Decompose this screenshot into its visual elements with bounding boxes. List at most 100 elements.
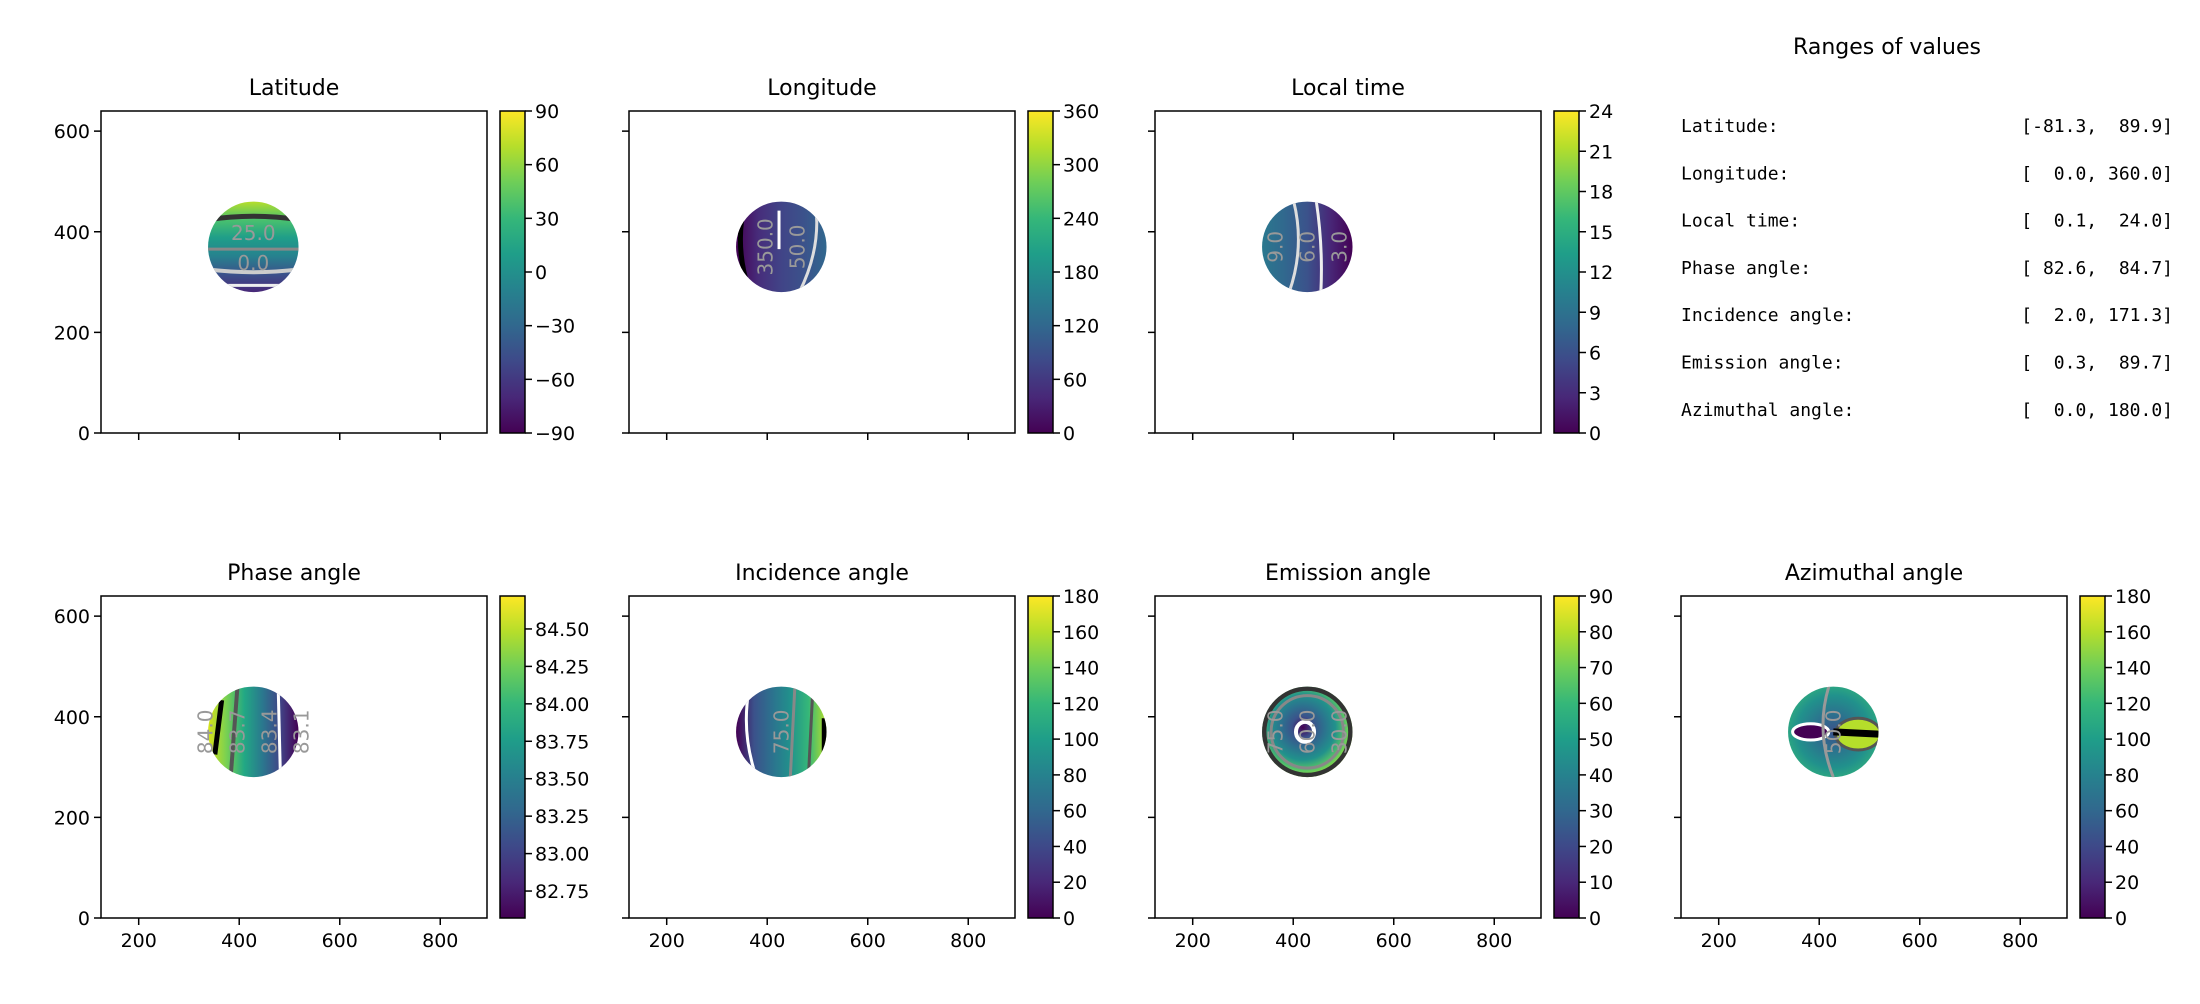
x-tick-label: 800: [2002, 930, 2038, 952]
disk-image: [208, 201, 299, 293]
colorbar-tick-label: 0: [2115, 908, 2127, 930]
colorbar-tick-label: 160: [2115, 622, 2151, 644]
subplot-title: Azimuthal angle: [1785, 561, 1963, 586]
colorbar-tick-label: 40: [1063, 836, 1087, 858]
colorbar-tick-label: 83.25: [535, 806, 589, 828]
colorbar-tick-label: 60: [1063, 801, 1087, 823]
colorbar-tick-label: 300: [1063, 155, 1099, 177]
contour-label: 84.0: [193, 710, 217, 755]
x-tick-label: 200: [1701, 930, 1737, 952]
contour-label: 50.0: [1821, 710, 1845, 755]
colorbar-tick-label: 50: [1589, 729, 1613, 751]
y-tick-label: 0: [78, 908, 90, 930]
x-tick-label: 800: [422, 930, 458, 952]
subplot-title: Latitude: [249, 76, 340, 101]
colorbar-tick-label: 0: [1589, 423, 1601, 445]
y-tick-label: 400: [54, 707, 90, 729]
axes-frame: [1680, 595, 2068, 919]
axes-frame: [1154, 595, 1542, 919]
ranges-title: Ranges of values: [1793, 35, 1981, 60]
colorbar-tick-label: 24: [1589, 101, 1613, 123]
colorbar-tick-label: −60: [535, 369, 575, 391]
colorbar-tick-label: 20: [1589, 836, 1613, 858]
colorbar-tick-label: 9: [1589, 302, 1601, 324]
y-tick-label: 200: [54, 807, 90, 829]
subplot-emission-angle: Emission angle 75.0 60.0 30.0 200 400 600 800 0 1…: [1148, 561, 1613, 952]
contour-label: 60.0: [1295, 710, 1319, 755]
disk-image: [736, 686, 827, 778]
colorbar-tick-label: 15: [1589, 222, 1613, 244]
colorbar-tick-label: 0: [535, 262, 547, 284]
contour-label: 50.0: [785, 225, 809, 270]
colorbar-tick-label: 84.25: [535, 656, 589, 678]
colorbar-tick-label: 83.50: [535, 769, 589, 791]
colorbar-tick-label: 60: [2115, 801, 2139, 823]
colorbar-tick-label: 180: [2115, 586, 2151, 608]
disk-image: [1262, 686, 1353, 778]
range-value: [ 0.1, 24.0]: [2021, 211, 2173, 232]
colorbar-tick-label: 80: [1063, 765, 1087, 787]
colorbar: [1027, 110, 1054, 434]
colorbar-tick-label: 180: [1063, 586, 1099, 608]
colorbar: [2079, 595, 2106, 919]
subplot-title: Incidence angle: [735, 561, 909, 586]
contour-lines: [1262, 686, 1353, 778]
colorbar-tick-label: 360: [1063, 101, 1099, 123]
x-tick-label: 200: [1175, 930, 1211, 952]
range-value: [ 82.6, 84.7]: [2021, 258, 2173, 279]
colorbar-tick-label: 80: [1589, 622, 1613, 644]
colorbar-tick-label: 83.00: [535, 844, 589, 866]
colorbar-tick-label: 84.50: [535, 619, 589, 641]
axes-frame: [1154, 110, 1542, 434]
subplot-title: Longitude: [767, 76, 876, 101]
colorbar-tick-label: 140: [2115, 658, 2151, 680]
contour-lines: [1287, 201, 1323, 293]
colorbar-tick-label: 40: [1589, 765, 1613, 787]
contour-label: 83.7: [225, 710, 249, 755]
colorbar: [499, 110, 526, 434]
contour-lines: [1791, 686, 1879, 778]
x-tick-label: 400: [1275, 930, 1311, 952]
contour-label: 83.1: [289, 710, 313, 755]
range-label: Phase angle:: [1681, 258, 1811, 279]
contour-label: 75.0: [769, 710, 793, 755]
contour-label: 25.0: [231, 221, 276, 245]
colorbar-tick-label: 40: [2115, 836, 2139, 858]
colorbar-tick-label: 0: [1063, 423, 1075, 445]
colorbar-tick-label: 120: [2115, 693, 2151, 715]
range-label: Incidence angle:: [1681, 305, 1854, 326]
y-tick-label: 600: [54, 121, 90, 143]
disk-image: [736, 201, 827, 293]
colorbar-tick-label: 84.00: [535, 694, 589, 716]
contour-label: 0.0: [237, 251, 269, 275]
colorbar: [1553, 110, 1580, 434]
ranges-panel: Ranges of values Latitude: [-81.3, 89.9] Lo…: [1681, 35, 2173, 421]
colorbar-tick-label: 180: [1063, 262, 1099, 284]
colorbar-tick-label: 21: [1589, 141, 1613, 163]
colorbar-tick-label: 120: [1063, 693, 1099, 715]
colorbar: [1553, 595, 1580, 919]
subplot-latitude: Latitude 25.0 0.0 0 200 400 600 −90 −60 −30 0 30 60 9…: [54, 76, 575, 445]
colorbar: [1027, 595, 1054, 919]
colorbar-tick-label: 6: [1589, 343, 1601, 365]
colorbar-tick-label: 20: [1063, 872, 1087, 894]
x-tick-label: 400: [1801, 930, 1837, 952]
contour-label: 83.4: [257, 710, 281, 755]
colorbar-tick-label: −30: [535, 316, 575, 338]
colorbar-tick-label: 80: [2115, 765, 2139, 787]
colorbar-tick-label: 70: [1589, 658, 1613, 680]
colorbar-tick-label: 90: [1589, 586, 1613, 608]
range-value: [ 0.0, 180.0]: [2021, 400, 2173, 421]
contour-label: 75.0: [1263, 710, 1287, 755]
range-value: [-81.3, 89.9]: [2021, 116, 2173, 137]
axes-frame: [100, 110, 488, 434]
subplot-incidence-angle: Incidence angle 75.0 200 400 600 800 0 20 40 60 80…: [622, 561, 1099, 952]
colorbar-tick-label: 100: [2115, 729, 2151, 751]
range-label: Longitude:: [1681, 163, 1789, 184]
colorbar-tick-label: 160: [1063, 622, 1099, 644]
subplot-azimuthal-angle: Azimuthal angle 50.0 200 400 600 800 0 20 40 60 80…: [1674, 561, 2151, 952]
axes-frame: [628, 595, 1016, 919]
disk-image: [1262, 201, 1353, 293]
axes-frame: [628, 110, 1016, 434]
